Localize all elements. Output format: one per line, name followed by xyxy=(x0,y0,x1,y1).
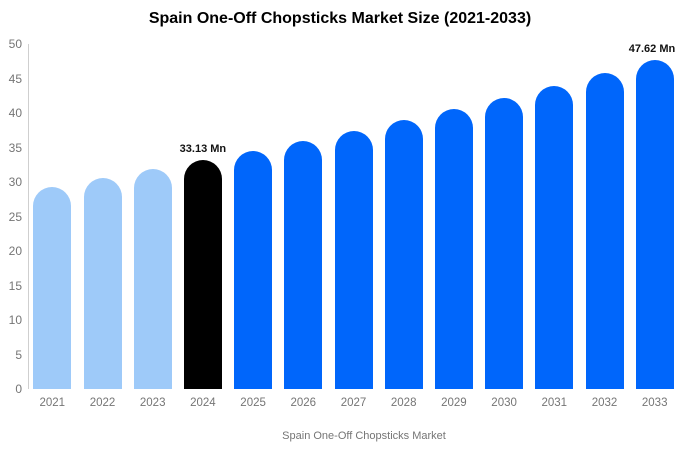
y-axis-line xyxy=(28,44,29,389)
bar-2025 xyxy=(234,151,273,389)
x-tick-label-2031: 2031 xyxy=(541,397,568,409)
value-label-2033: 47.62 Mn xyxy=(628,43,676,56)
y-tick-label: 40 xyxy=(8,106,22,120)
bar-2028 xyxy=(384,120,423,389)
x-tick-label-2029: 2029 xyxy=(441,397,467,409)
chart-title: Spain One-Off Chopsticks Market Size (20… xyxy=(148,10,532,27)
y-tick-label: 35 xyxy=(8,140,22,155)
y-tick-label: 50 xyxy=(8,37,22,51)
x-tick-label-2023: 2023 xyxy=(139,397,166,409)
bar-2022 xyxy=(83,178,122,389)
legend: Spain One-Off Chopsticks Market xyxy=(0,430,680,442)
y-tick-label: 45 xyxy=(8,71,22,86)
bar-2027 xyxy=(334,131,373,389)
bar-2032 xyxy=(585,73,624,389)
bar-2023 xyxy=(133,169,172,389)
y-tick-label: 10 xyxy=(8,313,22,327)
x-tick-label-2025: 2025 xyxy=(240,397,266,409)
x-tick-label-2032: 2032 xyxy=(591,397,618,409)
x-tick-label-2024: 2024 xyxy=(190,397,216,409)
x-tick-label-2027: 2027 xyxy=(340,397,367,409)
x-tick-label-2030: 2030 xyxy=(491,397,517,409)
bar-2029 xyxy=(434,109,473,389)
bar-2021 xyxy=(33,186,72,389)
legend-swatch xyxy=(234,431,274,442)
x-tick-label-2033: 2033 xyxy=(641,397,668,409)
bar-2026 xyxy=(284,141,323,389)
y-tick-label: 15 xyxy=(8,278,22,293)
bar-2031 xyxy=(535,85,574,389)
y-tick-label: 5 xyxy=(15,347,22,362)
bar-2030 xyxy=(485,97,524,389)
y-tick-label: 0 xyxy=(15,382,22,396)
y-tick-label: 25 xyxy=(8,209,22,224)
y-tick-label: 30 xyxy=(8,175,22,189)
bar-2033 xyxy=(635,60,674,389)
x-tick-label-2022: 2022 xyxy=(89,397,116,409)
bar-2024 xyxy=(183,160,222,389)
x-tick-label-2026: 2026 xyxy=(290,397,317,409)
value-label-2024: 33.13 Mn xyxy=(179,143,227,156)
x-tick-label-2028: 2028 xyxy=(390,397,417,409)
legend-label: Spain One-Off Chopsticks Market xyxy=(282,430,446,442)
x-tick-label-2021: 2021 xyxy=(39,397,66,409)
y-tick-label: 20 xyxy=(8,244,22,258)
